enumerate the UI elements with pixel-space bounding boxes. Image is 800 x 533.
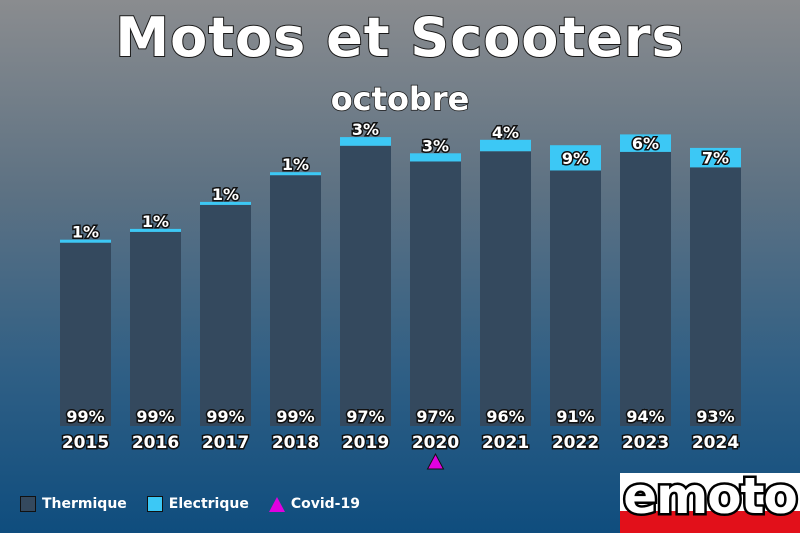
legend-label-electrique: Electrique [168,496,249,512]
legend-item-covid: Covid-19 [268,496,360,512]
bar-electrique-2021 [480,139,531,152]
bar-thermique-2020 [410,161,461,426]
bar-electrique-2015 [60,239,111,243]
label-thermique-2018: 99% [276,407,314,426]
emoto-logo: emoto [620,473,800,533]
legend-item-thermique: Thermique [20,496,127,512]
label-electrique-2024: 7% [702,149,729,168]
label-thermique-2017: 99% [206,407,244,426]
label-electrique-2015: 1% [72,223,99,242]
x-tick-2016: 2016 [132,433,179,453]
legend-label-covid: Covid-19 [290,496,360,512]
label-electrique-2020: 3% [422,136,449,155]
legend-item-electrique: Electrique [146,496,249,512]
label-electrique-2017: 1% [212,185,239,204]
chart-subtitle: octobre [330,79,470,119]
x-tick-2015: 2015 [62,433,109,453]
x-tick-2020: 2020 [412,433,459,453]
bar-thermique-2021 [480,151,531,427]
bar-electrique-2020 [410,153,461,162]
x-tick-2018: 2018 [272,433,319,453]
covid-marker-2020 [426,452,445,470]
triangle-icon [268,496,285,512]
bar-thermique-2019 [340,145,391,426]
label-electrique-2022: 9% [562,149,589,168]
bar-electrique-2017 [200,201,251,205]
x-tick-2022: 2022 [552,433,599,453]
x-tick-2021: 2021 [482,433,529,453]
bar-thermique-2023 [620,151,671,426]
logo-text: emoto [621,473,800,528]
legend-label-thermique: Thermique [42,496,127,512]
label-thermique-2019: 97% [346,407,384,426]
bar-electrique-2019 [340,137,391,146]
bar-electrique-2024 [690,147,741,168]
bar-thermique-2022 [550,170,601,426]
legend-swatch-thermique [20,496,36,512]
label-thermique-2020: 97% [416,407,454,426]
bar-thermique-2016 [130,231,181,426]
label-thermique-2015: 99% [66,407,104,426]
x-tick-2019: 2019 [342,433,389,453]
label-electrique-2023: 6% [632,134,659,153]
x-tick-2017: 2017 [202,433,249,453]
label-thermique-2016: 99% [136,407,174,426]
label-electrique-2019: 3% [352,120,379,139]
bar-thermique-2024 [690,167,741,426]
x-tick-2024: 2024 [692,433,739,453]
label-thermique-2023: 94% [626,407,664,426]
bar-electrique-2022 [550,145,601,171]
label-thermique-2024: 93% [696,407,734,426]
label-thermique-2022: 91% [556,407,594,426]
bar-electrique-2016 [130,228,181,232]
bar-thermique-2018 [270,175,321,426]
bar-electrique-2018 [270,172,321,176]
label-electrique-2016: 1% [142,212,169,231]
label-electrique-2021: 4% [492,123,519,142]
bar-thermique-2017 [200,204,251,426]
bar-electrique-2023 [620,134,671,152]
label-electrique-2018: 1% [282,155,309,174]
logo-red-band [620,511,800,533]
x-tick-2023: 2023 [622,433,669,453]
legend: Thermique Electrique Covid-19 [20,496,380,512]
label-thermique-2021: 96% [486,407,524,426]
bar-thermique-2015 [60,242,111,426]
legend-swatch-electrique [146,496,163,512]
chart-title: Motos et Scooters [114,5,685,70]
